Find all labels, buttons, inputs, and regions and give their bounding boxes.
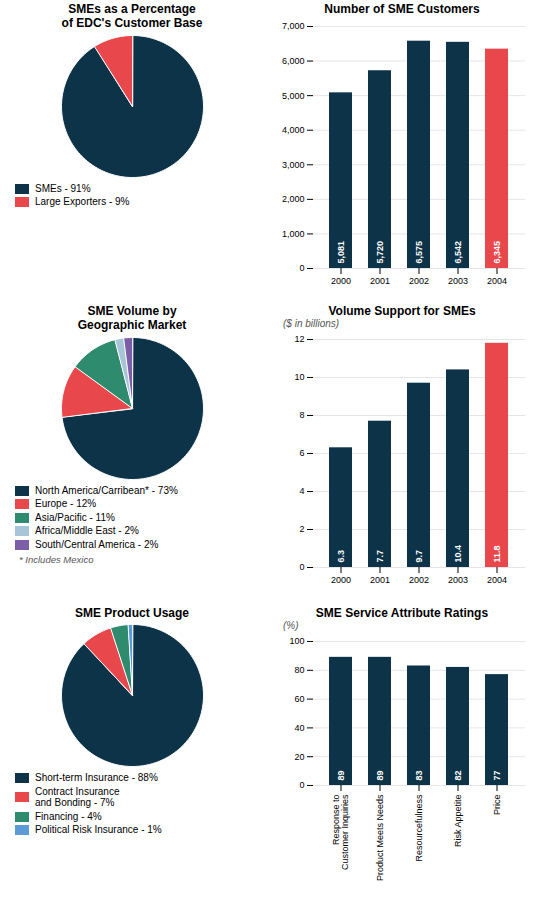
svg-text:5,081: 5,081 bbox=[336, 241, 346, 264]
svg-text:40: 40 bbox=[294, 723, 304, 733]
svg-text:7,000: 7,000 bbox=[282, 22, 305, 32]
svg-text:12: 12 bbox=[294, 335, 304, 345]
svg-text:2001: 2001 bbox=[370, 276, 390, 286]
html-text:Volume Support for SMEs: Volume Support for SMEs bbox=[328, 304, 476, 318]
svg-text:20: 20 bbox=[294, 752, 304, 762]
svg-text:5,000: 5,000 bbox=[282, 91, 305, 101]
svg-text:1,000: 1,000 bbox=[282, 229, 305, 239]
svg-text:2: 2 bbox=[299, 525, 304, 535]
svg-text:83: 83 bbox=[414, 771, 424, 781]
svg-text:2004: 2004 bbox=[487, 575, 507, 585]
html-text:Political Risk Insurance - 1%: Political Risk Insurance - 1% bbox=[35, 824, 162, 836]
svg-text:100: 100 bbox=[289, 637, 304, 647]
svg-text:89: 89 bbox=[375, 771, 385, 781]
html-text:SMEs as a Percentage of EDC's: SMEs as a Percentage of EDC's Customer B… bbox=[61, 2, 203, 31]
svg-text:80: 80 bbox=[294, 666, 304, 676]
svg-text:2002: 2002 bbox=[409, 276, 429, 286]
svg-text:11.8: 11.8 bbox=[492, 546, 502, 563]
html-text:SME Volume by Geographic Marke: SME Volume by Geographic Market bbox=[77, 304, 187, 333]
svg-text:82: 82 bbox=[453, 771, 463, 781]
svg-text:2003: 2003 bbox=[448, 575, 468, 585]
svg-text:6.3: 6.3 bbox=[336, 550, 346, 563]
svg-text:2003: 2003 bbox=[448, 276, 468, 286]
html-text:* Includes Mexico: * Includes Mexico bbox=[19, 554, 94, 566]
svg-text:10.4: 10.4 bbox=[453, 545, 463, 563]
svg-text:2,000: 2,000 bbox=[282, 195, 305, 205]
html-text:SMEs - 91%: SMEs - 91% bbox=[35, 182, 91, 194]
svg-text:6,575: 6,575 bbox=[414, 241, 424, 264]
svg-text:Price: Price bbox=[492, 795, 502, 816]
svg-text:0: 0 bbox=[299, 781, 304, 791]
html-text:Contract Insurance and Bonding: Contract Insurance and Bonding - 7% bbox=[35, 785, 120, 809]
html-text:South/Central America - 2%: South/Central America - 2% bbox=[35, 538, 159, 550]
svg-text:9.7: 9.7 bbox=[414, 550, 424, 563]
svg-text:Resourcefulness: Resourcefulness bbox=[414, 794, 424, 862]
svg-text:2000: 2000 bbox=[331, 575, 351, 585]
svg-text:89: 89 bbox=[336, 771, 346, 781]
html-text:Asia/Pacific - 11%: Asia/Pacific - 11% bbox=[35, 511, 115, 523]
html-text:Africa/Middle East - 2%: Africa/Middle East - 2% bbox=[35, 525, 139, 537]
svg-text:10: 10 bbox=[294, 373, 304, 383]
html-text:North America/Carribean* - 73%: North America/Carribean* - 73% bbox=[35, 484, 178, 496]
svg-text:4,000: 4,000 bbox=[282, 125, 305, 135]
svg-text:0: 0 bbox=[299, 264, 304, 274]
svg-text:Risk Appetite: Risk Appetite bbox=[453, 795, 463, 848]
svg-text:60: 60 bbox=[294, 694, 304, 704]
svg-text:77: 77 bbox=[492, 771, 502, 781]
svg-text:6,000: 6,000 bbox=[282, 56, 305, 66]
svg-text:5,720: 5,720 bbox=[375, 241, 385, 264]
html-text:Short-term Insurance - 88%: Short-term Insurance - 88% bbox=[35, 772, 158, 784]
svg-text:4: 4 bbox=[299, 487, 304, 497]
svg-text:8: 8 bbox=[299, 411, 304, 421]
svg-text:7.7: 7.7 bbox=[375, 550, 385, 563]
svg-text:0: 0 bbox=[299, 563, 304, 573]
html-text:SME Product Usage: SME Product Usage bbox=[75, 606, 189, 620]
svg-text:2000: 2000 bbox=[331, 276, 351, 286]
svg-text:2002: 2002 bbox=[409, 575, 429, 585]
html-text:SME Service Attribute Ratings: SME Service Attribute Ratings bbox=[315, 606, 489, 620]
html-text:Financing - 4%: Financing - 4% bbox=[35, 810, 102, 822]
svg-text:6,542: 6,542 bbox=[453, 241, 463, 264]
html-text:Number of SME Customers: Number of SME Customers bbox=[324, 2, 480, 16]
svg-text:3,000: 3,000 bbox=[282, 160, 305, 170]
svg-text:6,345: 6,345 bbox=[492, 241, 502, 264]
svg-text:2004: 2004 bbox=[487, 276, 507, 286]
svg-text:6: 6 bbox=[299, 449, 304, 459]
svg-text:Product Meets Needs: Product Meets Needs bbox=[375, 794, 385, 881]
html-text:($ in billions): ($ in billions) bbox=[283, 318, 340, 330]
svg-text:2001: 2001 bbox=[370, 575, 390, 585]
svg-text:Response toCustomer Inquiries: Response toCustomer Inquiries bbox=[331, 794, 350, 870]
html-text:Europe - 12%: Europe - 12% bbox=[35, 498, 97, 510]
html-text:Large Exporters - 9%: Large Exporters - 9% bbox=[35, 196, 130, 208]
